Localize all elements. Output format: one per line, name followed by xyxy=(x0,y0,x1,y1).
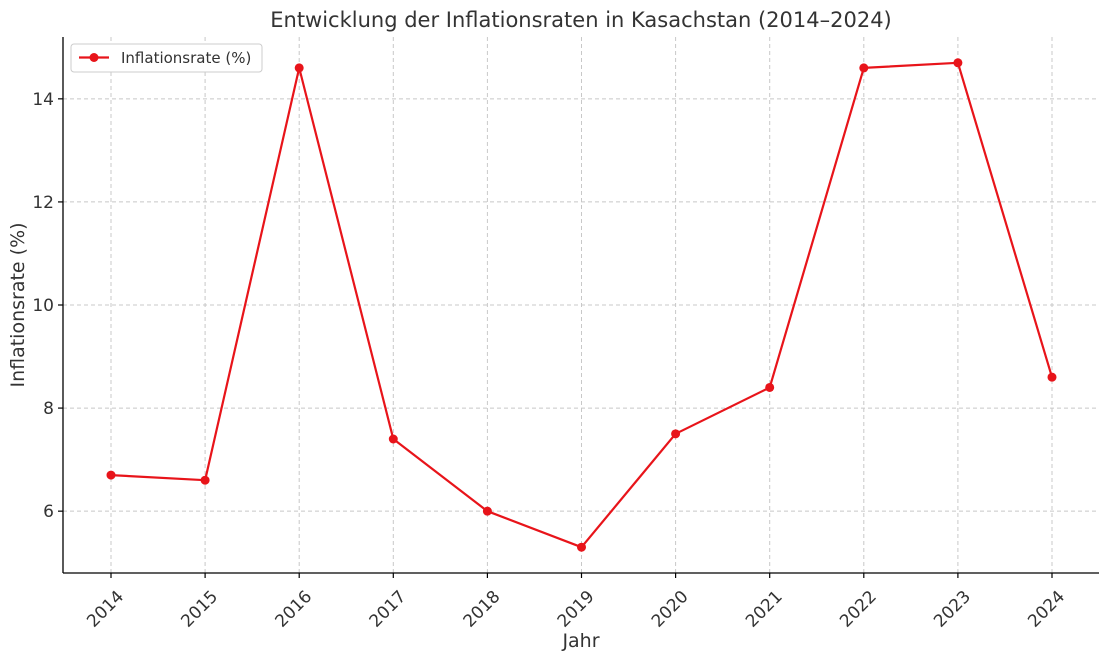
y-tick-label: 6 xyxy=(43,502,54,522)
data-point-2020 xyxy=(671,429,681,439)
x-tick-label: 2023 xyxy=(930,587,975,632)
data-point-2014 xyxy=(106,470,116,480)
legend-label: Inflationsrate (%) xyxy=(121,49,251,67)
data-point-2018 xyxy=(482,506,492,516)
x-axis-ticks: 2014 2015 2016 2017 2018 2019 2020 2021 2022 2023… xyxy=(83,573,1069,632)
x-tick-label: 2018 xyxy=(460,587,505,632)
legend: Inflationsrate (%) xyxy=(70,43,263,73)
legend-marker-swatch xyxy=(89,53,99,62)
data-point-2019 xyxy=(577,542,586,552)
y-axis-ticks: 6 8 10 12 14 xyxy=(32,90,63,522)
y-tick-label: 8 xyxy=(43,399,54,419)
x-tick-label: 2017 xyxy=(366,587,411,632)
x-tick-label: 2024 xyxy=(1024,587,1069,632)
x-tick-label: 2016 xyxy=(271,587,316,632)
chart-title: Entwicklung der Inflationsraten in Kasac… xyxy=(270,8,892,32)
x-tick-label: 2019 xyxy=(554,587,599,632)
legend-box xyxy=(70,43,263,73)
data-point-2015 xyxy=(200,475,210,485)
series-layer xyxy=(106,58,1057,552)
y-tick-label: 14 xyxy=(32,90,54,110)
data-point-2016 xyxy=(294,63,304,73)
x-axis-title: Jahr xyxy=(561,630,599,652)
x-tick-label: 2014 xyxy=(83,587,128,632)
x-tick-label: 2020 xyxy=(648,587,693,632)
data-point-2022 xyxy=(859,63,869,73)
x-tick-label: 2021 xyxy=(742,587,787,632)
data-point-2024 xyxy=(1047,372,1057,382)
x-tick-label: 2022 xyxy=(836,587,881,632)
y-axis-title: Inflationsrate (%) xyxy=(7,222,29,387)
data-point-2021 xyxy=(765,382,775,392)
y-tick-label: 12 xyxy=(32,193,54,213)
data-point-2017 xyxy=(388,434,398,444)
x-tick-label: 2015 xyxy=(177,587,222,632)
grid-lines xyxy=(63,37,1099,573)
y-tick-label: 10 xyxy=(32,296,54,316)
data-point-2023 xyxy=(953,58,963,68)
